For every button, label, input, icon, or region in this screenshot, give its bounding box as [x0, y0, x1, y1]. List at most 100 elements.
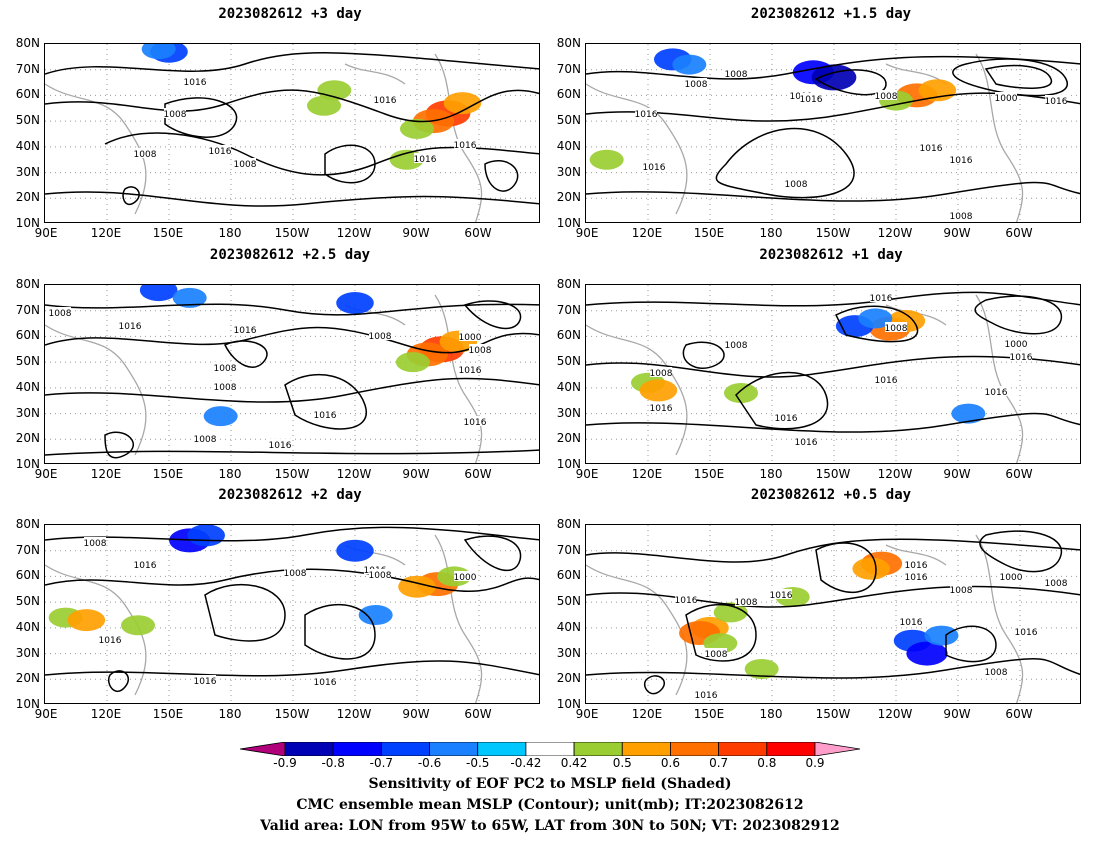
sensitivity-shading — [307, 95, 341, 116]
mslp-contour — [223, 340, 268, 368]
sensitivity-shading — [121, 615, 155, 636]
contour-label: 1016 — [985, 388, 1008, 398]
contour-label: 1016 — [459, 366, 482, 376]
contour-label-bg — [164, 108, 186, 118]
lon-tick-label: 60W — [1005, 707, 1033, 721]
colorbar-swatch — [332, 742, 382, 756]
panel-title: 2023082612 +3 day — [218, 6, 362, 22]
contour-label: 1016 — [650, 404, 673, 414]
lon-tick-label: 180 — [218, 707, 242, 721]
contour-label: 1016 — [643, 163, 666, 173]
lat-tick-label: 20N — [15, 190, 40, 205]
contour-label: 1016 — [99, 636, 122, 646]
contour-label: 1016 — [184, 78, 207, 88]
contour-label-bg — [184, 76, 206, 86]
contour-label: 1008 — [735, 598, 758, 608]
map-canvas: 1008 1016 1016 1008 1000 1008 1008 1016 1016 1008… — [45, 285, 539, 463]
lon-tick-label: 90E — [34, 226, 58, 240]
lat-tick-label: 60N — [15, 568, 40, 583]
contour-label: 1016 — [454, 141, 477, 151]
coastline — [975, 53, 1024, 222]
map-panel: 2023082612 +3 day 80N 70N 60N 50N 40N 30N 20N 10… — [0, 6, 540, 246]
mslp-contour — [104, 431, 134, 459]
lon-tick-label: 150W — [815, 467, 851, 481]
lon-tick-label: 60W — [464, 226, 492, 240]
coastline — [586, 83, 688, 215]
contour-label: 1016 — [314, 411, 337, 421]
lon-tick-label: 180 — [218, 226, 242, 240]
contour-label-bg — [134, 559, 156, 569]
lat-tick-label: 30N — [556, 405, 581, 420]
coastline — [45, 83, 147, 215]
lat-tick-label: 60N — [556, 568, 581, 583]
contour-label-bg — [885, 322, 907, 332]
panel-title: 2023082612 +2.5 day — [209, 247, 371, 263]
mslp-contour — [45, 377, 539, 403]
mslp-contour — [984, 64, 1052, 90]
lat-tick-label: 10N — [556, 457, 581, 471]
lon-tick-label: 120W — [877, 707, 913, 721]
lat-tick-label: 50N — [556, 113, 581, 128]
contour-label: 1016 — [675, 596, 698, 606]
lat-tick-label: 20N — [556, 671, 581, 686]
lat-tick-label: 10N — [15, 457, 40, 471]
contour-label-bg — [635, 108, 657, 118]
mslp-contour — [834, 305, 919, 343]
colorbar — [240, 742, 860, 756]
contour-label: 1016 — [134, 561, 157, 571]
coastline — [344, 63, 406, 85]
contour-label-bg — [214, 381, 236, 391]
sensitivity-shading — [400, 118, 434, 139]
mslp-contour — [974, 295, 1063, 335]
sensitivity-shading — [336, 539, 374, 562]
contour-label: 1008 — [950, 212, 973, 222]
lon-tick-label: 150W — [274, 707, 310, 721]
mslp-contour — [586, 585, 1080, 608]
contour-label-bg — [119, 320, 141, 330]
contour-label-bg — [725, 339, 747, 349]
contour-label: 1008 — [725, 341, 748, 351]
mslp-contour — [586, 55, 1080, 80]
colorbar-tick-label: -0.5 — [466, 756, 490, 770]
lon-tick-label: 150W — [815, 226, 851, 240]
lat-tick-label: 30N — [556, 645, 581, 660]
contour-label: 1000 — [459, 333, 482, 343]
contour-label-bg — [214, 362, 236, 372]
mslp-contour — [586, 658, 1080, 679]
mslp-contour — [484, 160, 519, 192]
sensitivity-shading — [141, 44, 176, 60]
map-canvas: 1016 1008 1008 1000 1016 1016 1016 1008 1016 1016… — [586, 285, 1080, 463]
contour-label-bg — [920, 142, 942, 152]
colorbar-swatch — [621, 742, 671, 756]
lon-tick-label: 180 — [759, 226, 783, 240]
lon-tick-label: 90W — [943, 226, 971, 240]
lat-tick-label: 50N — [556, 594, 581, 609]
lat-tick-label: 50N — [15, 113, 40, 128]
lon-tick-label: 90W — [943, 707, 971, 721]
caption-line-2: CMC ensemble mean MSLP (Contour); unit(m… — [296, 797, 804, 813]
lon-tick-label: 90E — [34, 467, 58, 481]
contour-label-bg — [284, 567, 306, 577]
sensitivity-shading — [139, 285, 178, 302]
contour-label-bg — [84, 537, 106, 547]
lat-tick-label: 70N — [556, 542, 581, 557]
coastline — [586, 564, 688, 696]
lon-tick-label: 90W — [402, 226, 430, 240]
mslp-contour — [682, 341, 725, 369]
lon-tick-label: 120W — [877, 226, 913, 240]
contour-label: 1008 — [164, 110, 187, 120]
contour-label: 1008 — [950, 586, 973, 596]
colorbar-swatch — [284, 742, 334, 756]
coastline — [975, 534, 1024, 703]
sensitivity-shading — [906, 641, 948, 666]
lat-tick-label: 10N — [15, 216, 40, 230]
mslp-contour — [715, 127, 855, 199]
contour-label-bg — [905, 571, 927, 581]
lat-tick-label: 40N — [556, 619, 581, 634]
sensitivity-shading — [951, 403, 986, 424]
mslp-contour — [108, 670, 130, 693]
map-frame: 1016 1008 1008 1000 1016 1016 1016 1008 1016 1016… — [585, 284, 1081, 464]
contour-label-bg — [643, 161, 665, 171]
contour-label: 1008 — [650, 369, 673, 379]
